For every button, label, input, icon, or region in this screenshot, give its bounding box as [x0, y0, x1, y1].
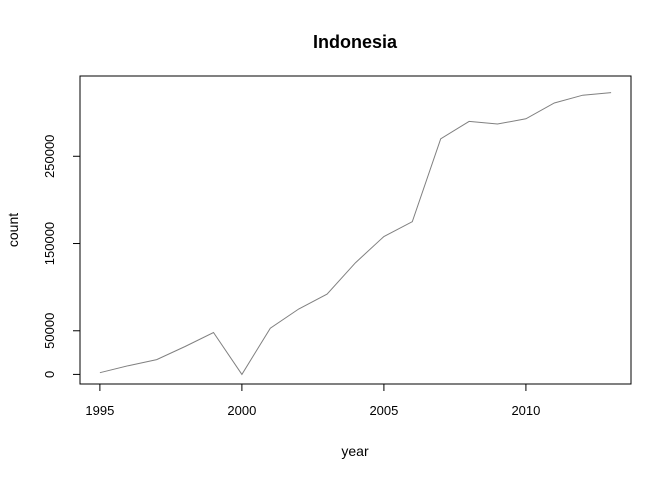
chart-title: Indonesia	[313, 32, 398, 52]
y-tick-label: 150000	[42, 222, 57, 265]
y-tick-label: 250000	[42, 135, 57, 178]
series-layer	[99, 92, 612, 376]
y-tick-label: 0	[42, 371, 57, 378]
y-tick-label: 50000	[42, 313, 57, 349]
x-tick-label: 2005	[369, 403, 398, 418]
x-tick-label: 2010	[511, 403, 540, 418]
y-axis-label: count	[5, 213, 21, 247]
x-tick-label: 1995	[85, 403, 114, 418]
series-line	[99, 92, 612, 376]
x-axis: 1995 2000 2005 2010	[85, 383, 540, 418]
plot-frame	[79, 75, 632, 385]
y-axis: 0 50000 150000 250000	[42, 135, 81, 378]
x-axis-label: year	[341, 443, 369, 459]
x-tick-label: 2000	[227, 403, 256, 418]
